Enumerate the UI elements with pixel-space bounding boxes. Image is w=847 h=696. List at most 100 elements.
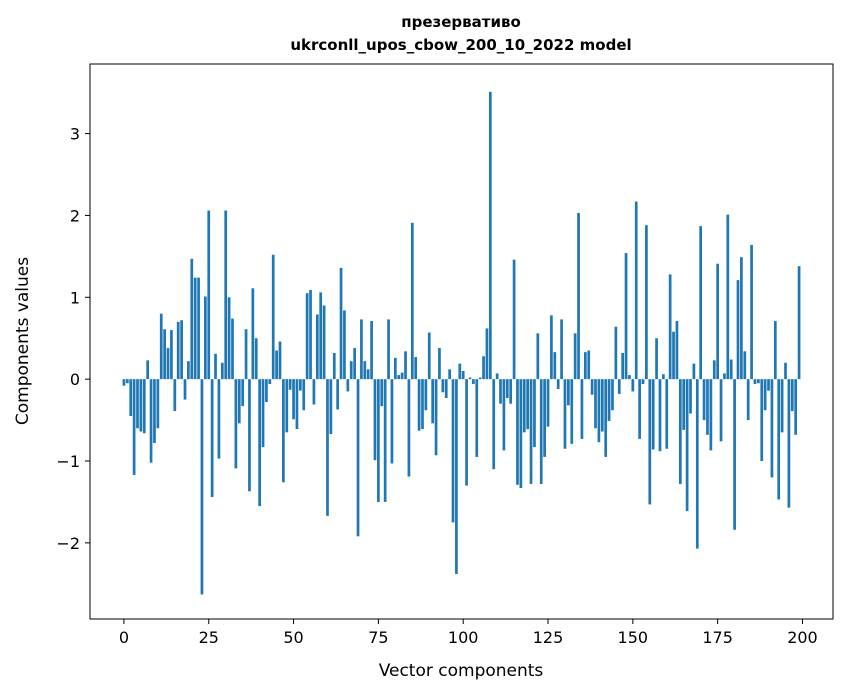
bar-component-57 [315,314,319,380]
bar-component-178 [726,214,730,380]
bar-component-58 [319,292,323,380]
bar-component-112 [502,379,506,451]
bar-component-115 [512,259,516,380]
bar-component-130 [563,379,567,449]
bar-component-51 [295,379,299,430]
x-tick-label: 175 [702,628,733,647]
bar-component-106 [482,356,485,380]
bar-component-176 [719,379,723,442]
bar-component-132 [570,379,574,444]
bar-component-24 [203,296,207,380]
bar-component-198 [794,379,798,435]
bar-component-72 [366,369,370,380]
bar-component-88 [421,379,424,430]
bar-component-171 [702,379,706,421]
bar-component-44 [271,254,275,380]
bar-component-68 [353,348,356,380]
bar-component-28 [217,379,221,459]
bar-component-74 [373,379,377,461]
bar-component-148 [624,253,628,380]
bar-component-168 [692,363,696,380]
bar-component-197 [790,379,794,412]
bar-component-9 [153,379,156,443]
y-axis-label: Components values [13,257,33,425]
bar-component-191 [770,379,774,478]
bar-component-108 [488,91,492,380]
bar-component-137 [587,350,591,380]
bar-component-5 [139,379,143,432]
y-tick-label: −1 [56,452,80,471]
bar-component-161 [668,274,672,380]
bar-component-199 [797,266,801,380]
bar-component-77 [383,379,387,502]
bar-component-189 [763,379,767,411]
x-tick-label: 100 [448,628,479,647]
bar-component-80 [393,357,397,380]
bar-component-180 [733,379,736,530]
bar-component-122 [536,333,540,380]
bar-component-83 [404,351,407,380]
bar-component-182 [740,257,743,380]
bar-component-84 [407,379,411,477]
bar-component-13 [166,348,170,380]
bar-component-140 [597,379,601,443]
bar-component-37 [248,379,251,492]
bar-component-97 [451,379,455,523]
bar-component-73 [370,321,373,380]
bar-component-153 [641,379,645,385]
bar-component-42 [265,379,268,403]
bar-component-128 [556,379,560,389]
bar-component-43 [268,379,272,385]
bar-component-109 [492,379,496,470]
bar-component-78 [387,319,390,380]
bar-component-12 [163,329,166,380]
bar-component-186 [753,379,757,385]
bar-component-94 [441,379,445,393]
bar-component-170 [699,226,703,380]
bar-component-134 [577,212,580,380]
bar-component-157 [655,338,658,380]
bar-component-56 [312,379,316,405]
bar-component-145 [614,326,618,380]
bar-component-16 [176,321,180,380]
bar-component-52 [298,379,302,391]
bar-component-38 [251,288,255,380]
bar-component-154 [645,225,648,380]
x-tick-label: 200 [787,628,818,647]
bar-component-46 [278,341,282,380]
bar-component-86 [414,357,418,380]
bar-component-111 [499,379,502,404]
bar-component-167 [689,379,692,414]
bar-component-124 [543,379,546,457]
bar-component-173 [709,379,713,451]
bar-component-172 [706,379,709,435]
bar-component-53 [302,379,306,411]
bar-component-123 [539,379,543,484]
x-tick-label: 50 [283,628,303,647]
bar-component-133 [573,333,577,380]
y-tick-label: 1 [70,288,80,307]
bar-component-99 [458,363,462,380]
y-tick-label: 2 [70,206,80,225]
bar-component-192 [773,321,777,380]
bar-component-95 [444,379,448,398]
bar-component-82 [400,372,404,380]
bar-component-30 [224,210,228,380]
bar-component-174 [712,360,716,380]
bar-component-196 [787,379,791,508]
bar-component-131 [567,379,570,406]
bar-component-102 [468,377,472,380]
bar-component-144 [611,379,614,411]
bar-component-141 [600,379,604,432]
bar-component-101 [465,379,468,486]
bar-component-149 [628,375,631,380]
bar-component-91 [431,379,435,424]
bar-component-126 [550,315,553,380]
y-tick-label: 3 [70,125,80,144]
bar-component-41 [261,379,265,448]
bar-component-34 [237,379,241,424]
x-tick-label: 25 [199,628,219,647]
bar-component-87 [417,379,421,431]
bar-component-92 [434,379,438,456]
